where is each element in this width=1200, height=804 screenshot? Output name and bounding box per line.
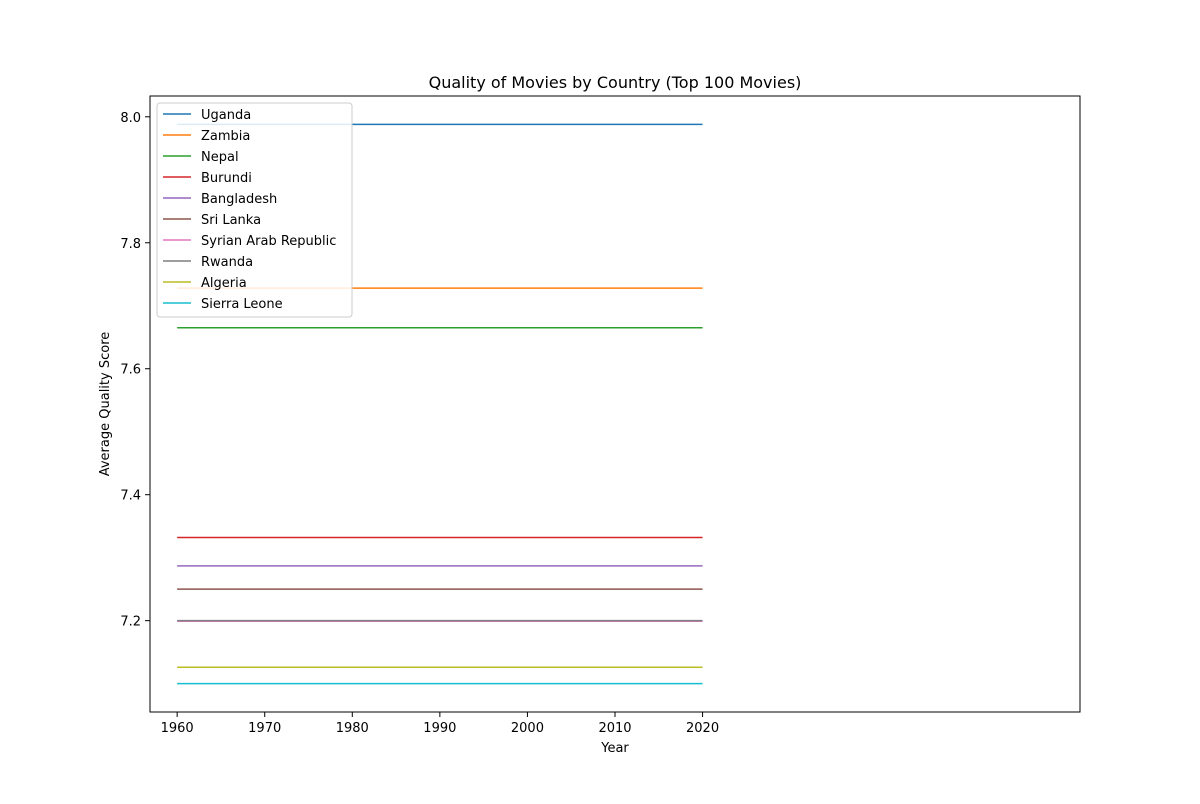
y-tick-label: 7.4 <box>120 489 141 504</box>
y-tick-label: 7.6 <box>120 363 141 378</box>
x-axis-label: Year <box>600 741 629 756</box>
legend-label: Nepal <box>201 150 239 165</box>
x-tick-label: 1990 <box>423 721 456 736</box>
y-axis: 7.2 7.4 7.6 7.8 8.0 <box>120 111 150 630</box>
legend-label: Uganda <box>201 108 251 123</box>
x-tick-label: 2020 <box>686 721 719 736</box>
legend-label: Bangladesh <box>201 192 277 207</box>
legend-label: Zambia <box>201 129 250 144</box>
x-tick-label: 1960 <box>161 721 194 736</box>
legend-label: Rwanda <box>201 255 253 270</box>
x-tick-label: 2010 <box>598 721 631 736</box>
legend-label: Sri Lanka <box>201 213 261 228</box>
x-axis: 1960 1970 1980 1990 2000 2010 2020 <box>161 712 719 736</box>
chart-title: Quality of Movies by Country (Top 100 Mo… <box>429 73 802 92</box>
series-layer <box>177 123 703 685</box>
x-tick-label: 1980 <box>336 721 369 736</box>
y-tick-label: 7.2 <box>120 615 141 630</box>
legend-label: Sierra Leone <box>201 297 283 312</box>
y-tick-label: 8.0 <box>120 111 141 126</box>
legend: Uganda Zambia Nepal Burundi Bangladesh Sri La… <box>156 102 353 318</box>
legend-label: Algeria <box>201 276 247 291</box>
legend-box <box>156 102 353 318</box>
y-axis-label: Average Quality Score <box>98 332 113 477</box>
legend-label: Burundi <box>201 171 252 186</box>
y-tick-label: 7.8 <box>120 237 141 252</box>
x-tick-label: 2000 <box>511 721 544 736</box>
legend-label: Syrian Arab Republic <box>201 234 336 249</box>
x-tick-label: 1970 <box>248 721 281 736</box>
